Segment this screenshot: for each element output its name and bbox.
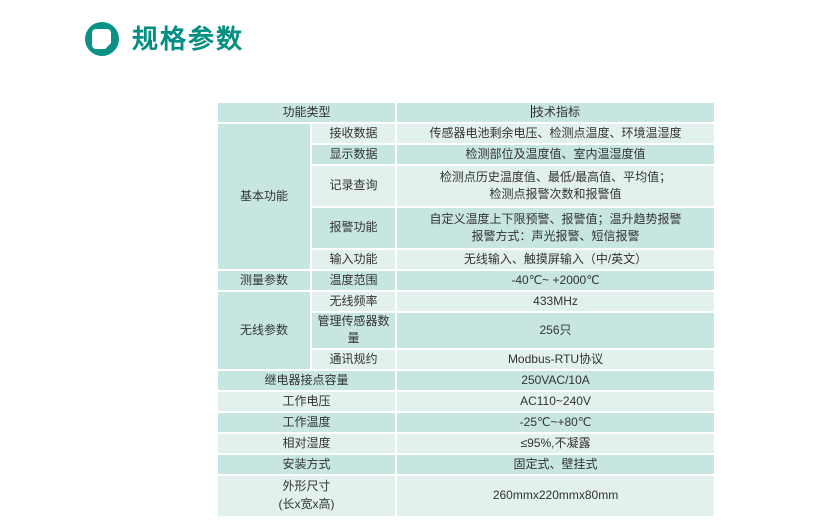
- value-cell-comm-protocol: Modbus-RTU协议: [397, 349, 715, 369]
- page-title: 规格参数: [132, 24, 245, 54]
- value-cell-display-data: 检测部位及温度值、室内温湿度值: [397, 145, 715, 164]
- value-cell-relay-capacity: 250VAC/10A: [397, 370, 715, 390]
- value-cell-temp-range: -40℃~ +2000℃: [397, 271, 715, 290]
- label-cell-input-function: 输入功能: [312, 250, 396, 269]
- label-cell-temp-range: 温度范围: [312, 271, 396, 290]
- table-header-row: 功能类型 技术指标: [218, 103, 715, 122]
- label-cell-wireless-freq: 无线频率: [312, 292, 396, 311]
- value-cell-working-voltage: AC110~240V: [397, 391, 715, 411]
- header-cell-tech-spec-label: 技术指标: [532, 104, 581, 119]
- label-cell-receive-data: 接收数据: [312, 124, 396, 143]
- label-cell-working-voltage: 工作电压: [218, 391, 396, 411]
- label-cell-relative-humidity: 相对湿度: [218, 433, 396, 453]
- value-cell-dimensions: 260mmx220mmx80mm: [397, 475, 715, 516]
- table-row: 记录查询 检测点历史温度值、最低/最高值、平均值； 检测点报警次数和报警值: [218, 166, 715, 206]
- header-cell-tech-spec: 技术指标: [397, 103, 715, 122]
- table-row: 基本功能 接收数据 传感器电池剩余电压、检测点温度、环境温湿度: [218, 124, 715, 269]
- label-cell-sensor-count: 管理传感器数量: [312, 313, 396, 348]
- label-cell-mount-type: 安装方式: [218, 454, 396, 474]
- header-cell-function-type: 功能类型: [218, 103, 396, 122]
- table-row: 管理传感器数量 256只: [218, 313, 715, 348]
- table-row: 外形尺寸 (长x宽x高) 260mmx220mmx80mm: [218, 475, 715, 516]
- value-cell-mount-type: 固定式、壁挂式: [397, 454, 715, 474]
- table-row: 通讯规约 Modbus-RTU协议: [218, 349, 715, 369]
- label-cell-relay-capacity: 继电器接点容量: [218, 370, 396, 390]
- section-header: 规格参数: [85, 22, 244, 56]
- label-cell-dimensions: 外形尺寸 (长x宽x高): [218, 475, 396, 516]
- value-cell-relative-humidity: ≤95%,不凝露: [397, 433, 715, 453]
- document-badge-icon-inner: [92, 29, 111, 49]
- value-cell-wireless-freq: 433MHz: [397, 292, 715, 311]
- text-cursor-artifact: [531, 104, 532, 118]
- group-cell-basic-functions: 基本功能: [218, 124, 310, 269]
- value-cell-input-function: 无线输入、触摸屏输入（中/英文）: [397, 250, 715, 269]
- table-row: 安装方式 固定式、壁挂式: [218, 454, 715, 474]
- table-row: 工作电压 AC110~240V: [218, 391, 715, 411]
- label-cell-record-query: 记录查询: [312, 166, 396, 206]
- value-cell-sensor-count: 256只: [397, 313, 715, 348]
- table-row: 相对湿度 ≤95%,不凝露: [218, 433, 715, 453]
- document-badge-icon: [85, 22, 119, 56]
- table-row: 显示数据 检测部位及温度值、室内温湿度值: [218, 145, 715, 164]
- table-row: 输入功能 无线输入、触摸屏输入（中/英文）: [218, 250, 715, 269]
- label-cell-working-temp: 工作温度: [218, 412, 396, 432]
- spec-table: 功能类型 技术指标 基本功能 接收数据 传感器电池剩余电压、检测点温度、环境温湿…: [216, 101, 716, 518]
- table-row: 报警功能 自定义温度上下限预警、报警值；温升趋势报警 报警方式：声光报警、短信报…: [218, 208, 715, 248]
- label-cell-comm-protocol: 通讯规约: [312, 349, 396, 369]
- value-cell-alarm-function: 自定义温度上下限预警、报警值；温升趋势报警 报警方式：声光报警、短信报警: [397, 208, 715, 248]
- table-row: 无线参数 无线频率 433MHz: [218, 292, 715, 369]
- group-cell-wireless-params: 无线参数: [218, 292, 310, 369]
- label-cell-display-data: 显示数据: [312, 145, 396, 164]
- table-row: 继电器接点容量 250VAC/10A: [218, 370, 715, 390]
- table-row: 测量参数 温度范围 -40℃~ +2000℃: [218, 271, 715, 290]
- value-cell-record-query: 检测点历史温度值、最低/最高值、平均值； 检测点报警次数和报警值: [397, 166, 715, 206]
- group-cell-measurement-params: 测量参数: [218, 271, 310, 290]
- value-cell-working-temp: -25℃~+80℃: [397, 412, 715, 432]
- table-row: 工作温度 -25℃~+80℃: [218, 412, 715, 432]
- label-cell-alarm-function: 报警功能: [312, 208, 396, 248]
- value-cell-receive-data: 传感器电池剩余电压、检测点温度、环境温湿度: [397, 124, 715, 143]
